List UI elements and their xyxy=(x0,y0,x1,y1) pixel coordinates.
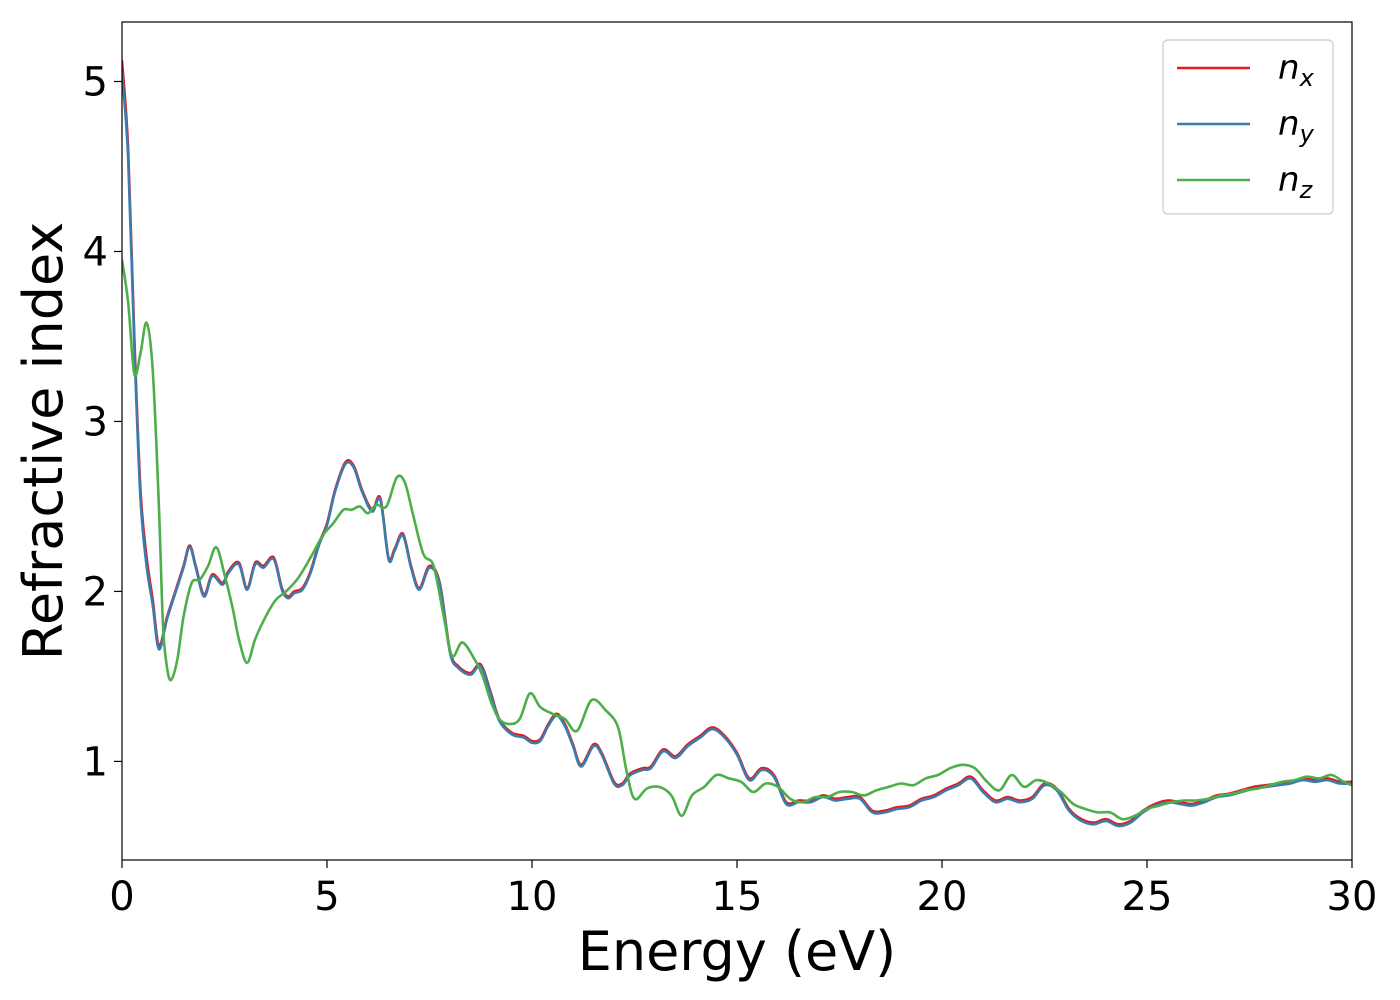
x-tick-label: 10 xyxy=(507,874,558,920)
ticks-layer: 0 5 10 15 20 25 30 1 2 3 4 5 xyxy=(83,59,1378,920)
legend: nx ny nz xyxy=(1162,39,1334,215)
x-tick-label: 25 xyxy=(1122,874,1173,920)
series-layer xyxy=(122,59,1352,828)
legend-box xyxy=(1162,39,1334,215)
x-axis-title: Energy (eV) xyxy=(578,920,897,983)
x-tick-label: 5 xyxy=(314,874,339,920)
x-tick-label: 30 xyxy=(1327,874,1378,920)
plot-area xyxy=(122,22,1352,860)
legend-label-nz: nz xyxy=(1278,160,1314,204)
y-axis-title: Refractive index xyxy=(12,222,75,661)
y-tick-label: 3 xyxy=(83,399,108,445)
series-line-ny xyxy=(122,71,1352,828)
x-tick-label: 15 xyxy=(712,874,763,920)
series-line-nz xyxy=(122,258,1352,821)
legend-label-nx: nx xyxy=(1278,48,1315,92)
y-tick-label: 2 xyxy=(83,569,108,615)
x-tick-label: 20 xyxy=(917,874,968,920)
legend-label-ny: ny xyxy=(1278,104,1315,148)
y-tick-label: 5 xyxy=(83,59,108,105)
x-tick-label: 0 xyxy=(109,874,134,920)
y-tick-label: 1 xyxy=(83,739,108,785)
y-tick-label: 4 xyxy=(83,229,108,275)
